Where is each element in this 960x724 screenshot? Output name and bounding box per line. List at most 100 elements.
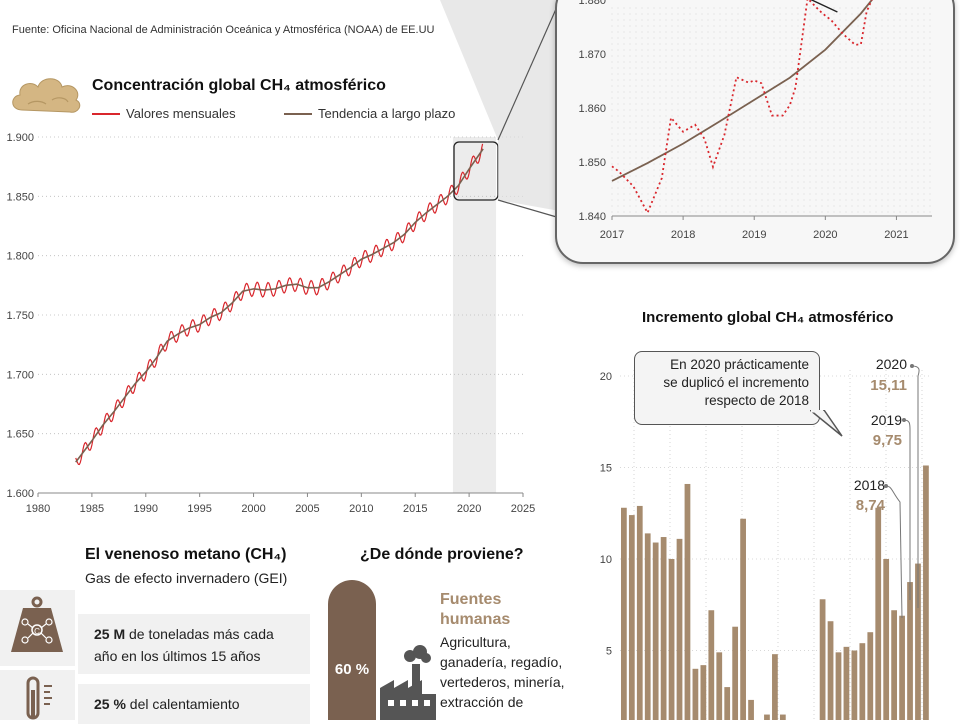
zoom-x-tick-label: 2019 xyxy=(742,229,766,241)
grid-dot xyxy=(653,85,655,87)
grid-dot xyxy=(803,121,805,123)
grid-dot xyxy=(875,67,877,69)
grid-dot xyxy=(749,97,751,99)
grid-dot xyxy=(911,175,913,177)
grid-dot xyxy=(881,7,883,9)
grid-dot xyxy=(629,211,631,213)
grid-dot xyxy=(905,205,907,207)
grid-dot xyxy=(833,97,835,99)
grid-dot xyxy=(731,151,733,153)
grid-dot xyxy=(929,97,931,99)
y-tick-label: 1.750 xyxy=(6,310,34,322)
grid-dot xyxy=(659,109,661,111)
grid-dot xyxy=(731,169,733,171)
grid-dot xyxy=(623,115,625,117)
grid-dot xyxy=(821,85,823,87)
grid-dot xyxy=(905,199,907,201)
grid-dot xyxy=(893,127,895,129)
grid-dot xyxy=(839,13,841,15)
grid-dot xyxy=(713,187,715,189)
grid-dot xyxy=(683,91,685,93)
grid-dot xyxy=(713,199,715,201)
grid-dot xyxy=(785,175,787,177)
grid-dot xyxy=(629,19,631,21)
grid-dot xyxy=(833,151,835,153)
grid-dot xyxy=(887,121,889,123)
grid-dot xyxy=(641,109,643,111)
annotation-2020-year: 2020 xyxy=(875,356,907,372)
grid-dot xyxy=(869,37,871,39)
grid-dot xyxy=(869,25,871,27)
grid-dot xyxy=(917,181,919,183)
grid-dot xyxy=(803,25,805,27)
grid-dot xyxy=(869,19,871,21)
grid-dot xyxy=(809,169,811,171)
grid-dot xyxy=(845,145,847,147)
grid-dot xyxy=(647,13,649,15)
x-tick-label: 1985 xyxy=(80,503,104,515)
grid-dot xyxy=(917,7,919,9)
grid-dot xyxy=(893,199,895,201)
grid-dot xyxy=(875,187,877,189)
grid-dot xyxy=(743,139,745,141)
grid-dot xyxy=(623,187,625,189)
grid-dot xyxy=(623,133,625,135)
grid-dot xyxy=(719,43,721,45)
grid-dot xyxy=(875,7,877,9)
grid-dot xyxy=(899,91,901,93)
grid-dot xyxy=(641,13,643,15)
grid-dot xyxy=(791,19,793,21)
grid-dot xyxy=(773,37,775,39)
grid-dot xyxy=(755,139,757,141)
grid-dot xyxy=(827,115,829,117)
grid-dot xyxy=(761,37,763,39)
grid-dot xyxy=(779,187,781,189)
grid-dot xyxy=(875,193,877,195)
grid-dot xyxy=(791,163,793,165)
grid-dot xyxy=(641,7,643,9)
grid-dot xyxy=(791,175,793,177)
grid-dot xyxy=(917,193,919,195)
grid-dot xyxy=(689,115,691,117)
grid-dot xyxy=(875,205,877,207)
grid-dot xyxy=(677,127,679,129)
grid-dot xyxy=(905,193,907,195)
grid-dot xyxy=(869,211,871,213)
grid-dot xyxy=(929,121,931,123)
grid-dot xyxy=(731,193,733,195)
grid-dot xyxy=(653,97,655,99)
grid-dot xyxy=(677,211,679,213)
grid-dot xyxy=(917,103,919,105)
grid-dot xyxy=(791,169,793,171)
grid-dot xyxy=(683,127,685,129)
grid-dot xyxy=(797,211,799,213)
grid-dot xyxy=(761,139,763,141)
grid-dot xyxy=(629,97,631,99)
grid-dot xyxy=(749,175,751,177)
grid-dot xyxy=(665,49,667,51)
grid-dot xyxy=(905,19,907,21)
grid-dot xyxy=(749,187,751,189)
grid-dot xyxy=(773,115,775,117)
grid-dot xyxy=(803,73,805,75)
grid-dot xyxy=(911,73,913,75)
grid-dot xyxy=(683,43,685,45)
bar-y-tick-label: 5 xyxy=(606,646,612,658)
grid-dot xyxy=(911,13,913,15)
grid-dot xyxy=(869,169,871,171)
grid-dot xyxy=(755,187,757,189)
grid-dot xyxy=(719,169,721,171)
grid-dot xyxy=(887,169,889,171)
grid-dot xyxy=(767,55,769,57)
grid-dot xyxy=(641,25,643,27)
grid-dot xyxy=(701,139,703,141)
grid-dot xyxy=(821,19,823,21)
grid-dot xyxy=(833,49,835,51)
source-note: Fuente: Oficina Nacional de Administraci… xyxy=(12,24,435,36)
grid-dot xyxy=(917,79,919,81)
stat1-line2: año en los últimos 15 años xyxy=(94,648,261,664)
grid-dot xyxy=(713,169,715,171)
grid-dot xyxy=(779,115,781,117)
grid-dot xyxy=(803,115,805,117)
grid-dot xyxy=(743,73,745,75)
